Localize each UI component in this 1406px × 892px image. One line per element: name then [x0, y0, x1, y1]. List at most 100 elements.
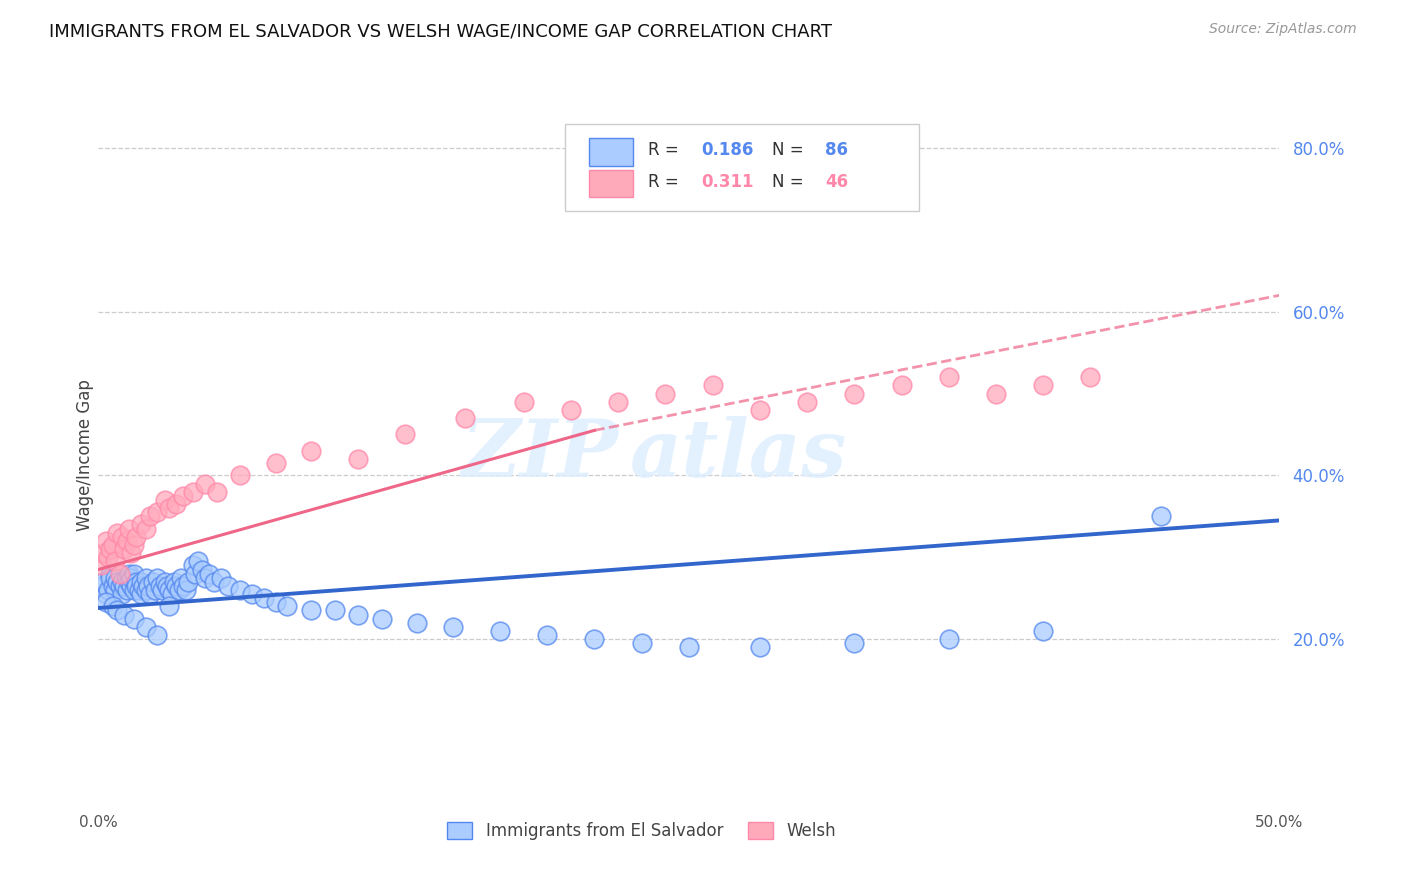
Text: 86: 86: [825, 141, 848, 159]
Point: [299, 443, 322, 458]
Point: [371, 612, 394, 626]
Point: [630, 636, 652, 650]
Point: [94, 587, 117, 601]
Point: [165, 497, 187, 511]
Point: [108, 566, 131, 581]
Point: [1032, 378, 1054, 392]
Point: [153, 492, 176, 507]
Point: [91, 574, 114, 589]
Point: [112, 607, 135, 622]
Text: atlas: atlas: [630, 417, 848, 493]
Text: 0.311: 0.311: [700, 173, 754, 191]
Point: [165, 579, 187, 593]
Text: N =: N =: [772, 173, 808, 191]
Point: [181, 558, 204, 573]
Text: 46: 46: [825, 173, 848, 191]
Point: [111, 587, 134, 601]
Point: [135, 571, 157, 585]
Point: [146, 628, 169, 642]
Point: [1032, 624, 1054, 638]
Point: [139, 509, 162, 524]
Point: [125, 574, 148, 589]
Point: [98, 566, 121, 581]
Point: [112, 542, 135, 557]
Point: [157, 501, 180, 516]
Point: [97, 550, 120, 565]
Point: [121, 571, 143, 585]
Point: [121, 579, 143, 593]
Point: [536, 628, 558, 642]
Point: [191, 562, 214, 576]
Point: [149, 579, 172, 593]
Point: [105, 574, 128, 589]
Point: [984, 386, 1007, 401]
Point: [198, 566, 221, 581]
Point: [132, 579, 155, 593]
Point: [118, 522, 141, 536]
Text: ZIP: ZIP: [461, 417, 619, 493]
Point: [748, 640, 770, 655]
Point: [560, 403, 582, 417]
Point: [105, 525, 128, 540]
Point: [796, 394, 818, 409]
Point: [217, 579, 239, 593]
Y-axis label: Wage/Income Gap: Wage/Income Gap: [76, 379, 94, 531]
Point: [125, 530, 148, 544]
Point: [105, 603, 128, 617]
Point: [104, 571, 127, 585]
Point: [844, 636, 866, 650]
Point: [111, 530, 134, 544]
Text: 0.186: 0.186: [700, 141, 754, 159]
Point: [108, 579, 131, 593]
Point: [157, 599, 180, 614]
Point: [111, 574, 134, 589]
Text: IMMIGRANTS FROM EL SALVADOR VS WELSH WAGE/INCOME GAP CORRELATION CHART: IMMIGRANTS FROM EL SALVADOR VS WELSH WAG…: [49, 22, 832, 40]
Point: [240, 587, 263, 601]
Point: [406, 615, 429, 630]
Point: [890, 378, 912, 392]
Point: [129, 517, 152, 532]
Bar: [589, 138, 634, 166]
Point: [209, 571, 232, 585]
Point: [205, 484, 228, 499]
Point: [129, 587, 152, 601]
Point: [489, 624, 512, 638]
Point: [172, 489, 194, 503]
Point: [347, 607, 370, 622]
Text: N =: N =: [772, 141, 808, 159]
Point: [441, 620, 464, 634]
Point: [104, 554, 127, 568]
Point: [177, 574, 200, 589]
Point: [157, 582, 180, 597]
Point: [748, 403, 770, 417]
Point: [101, 599, 124, 614]
Point: [174, 582, 197, 597]
Point: [1080, 370, 1102, 384]
Point: [607, 394, 630, 409]
Point: [146, 571, 169, 585]
Bar: [589, 169, 634, 197]
Point: [101, 538, 124, 552]
Point: [90, 579, 112, 593]
Text: R =: R =: [648, 173, 683, 191]
FancyBboxPatch shape: [565, 124, 920, 211]
Point: [264, 456, 287, 470]
Point: [583, 632, 606, 646]
Point: [135, 582, 157, 597]
Point: [135, 620, 157, 634]
Point: [844, 386, 866, 401]
Point: [143, 582, 166, 597]
Point: [122, 566, 145, 581]
Point: [187, 554, 209, 568]
Point: [115, 533, 138, 548]
Point: [139, 587, 162, 601]
Point: [122, 612, 145, 626]
Point: [136, 579, 159, 593]
Point: [678, 640, 700, 655]
Point: [654, 386, 676, 401]
Point: [146, 505, 169, 519]
Point: [184, 566, 207, 581]
Point: [194, 476, 217, 491]
Point: [98, 542, 121, 557]
Point: [172, 579, 194, 593]
